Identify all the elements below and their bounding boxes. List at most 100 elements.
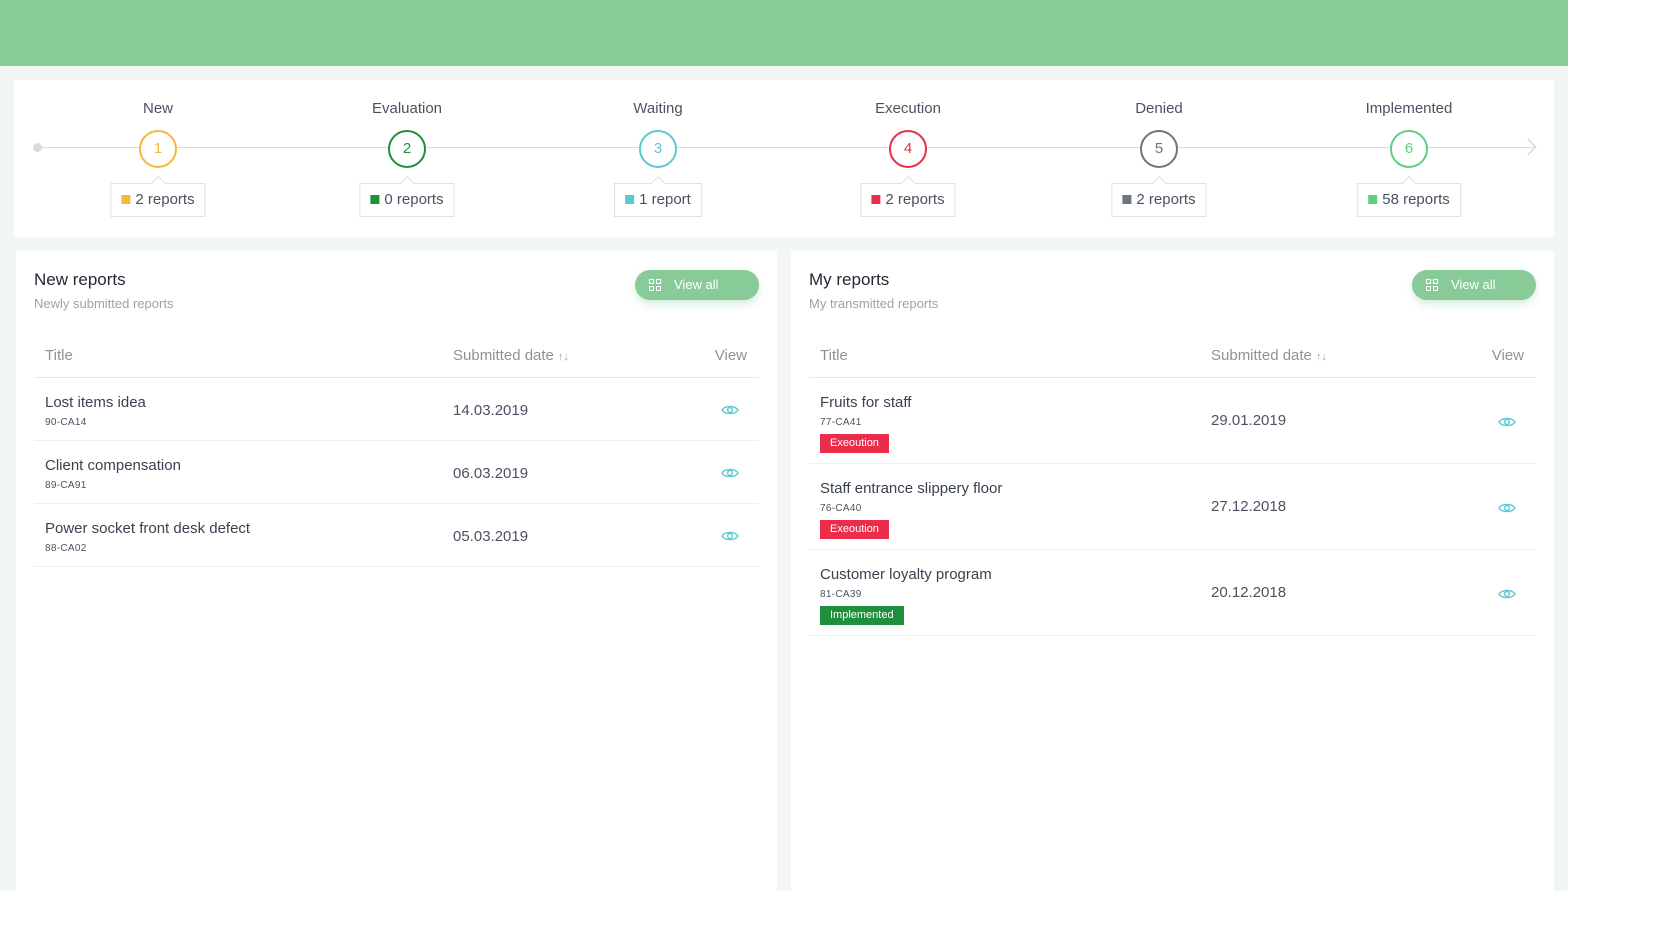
step-number-circle: 1 [139,130,177,168]
new-reports-table: Title Submitted date ↑↓ View Lost items i… [34,337,759,567]
pipeline-start-dot [33,143,42,152]
table-header: Title Submitted date ↑↓ View [34,337,759,378]
column-date-label: Submitted date [1211,347,1312,364]
report-code: 89-CA91 [45,480,87,491]
report-title[interactable]: Customer loyalty program [820,566,992,583]
step-count-label: 0 reports [384,191,444,208]
step-execution[interactable]: Execution 4 2 reports [833,80,983,237]
status-swatch-icon [1122,195,1132,204]
column-view-header: View [1491,347,1524,364]
step-name: Denied [1135,100,1183,117]
report-code: 81-CA39 [820,589,862,600]
step-name: New [142,100,173,117]
step-waiting[interactable]: Waiting 3 1 report [583,80,733,237]
top-header-bar [0,0,1568,66]
report-title[interactable]: Staff entrance slippery floor [820,480,1003,497]
table-row[interactable]: Lost items idea 90-CA14 14.03.2019 [34,378,759,441]
app-container: New 1 2 reports Evaluation 2 0 reports W… [0,0,1568,891]
step-evaluation[interactable]: Evaluation 2 0 reports [332,80,482,237]
column-title-header: Title [820,347,848,364]
report-code: 88-CA02 [45,543,87,554]
submitted-date: 14.03.2019 [453,402,529,419]
status-pipeline: New 1 2 reports Evaluation 2 0 reports W… [14,80,1554,237]
status-swatch-icon [871,195,881,204]
my-reports-panel: My reports My transmitted reports View a… [791,251,1554,891]
new-reports-panel: New reports Newly submitted reports View… [16,251,777,891]
view-all-button[interactable]: View all [635,270,759,300]
table-row[interactable]: Power socket front desk defect 88-CA02 05.… [34,504,759,567]
table-row[interactable]: Staff entrance slippery floor 76-CA40 Exeo… [809,464,1536,550]
step-denied[interactable]: Denied 5 2 reports [1084,80,1234,237]
view-eye-icon[interactable] [1498,587,1516,599]
step-count-label: 1 report [639,191,691,208]
step-report-count[interactable]: 2 reports [110,183,206,217]
status-badge: Exeoution [820,434,889,453]
column-title-header: Title [45,347,73,364]
grid-icon [649,279,661,291]
step-report-count[interactable]: 2 reports [1111,183,1207,217]
report-code: 90-CA14 [45,417,87,428]
report-code: 77-CA41 [820,417,862,428]
status-swatch-icon [370,195,380,204]
status-swatch-icon [121,195,131,204]
step-report-count[interactable]: 2 reports [860,183,956,217]
step-count-label: 2 reports [1136,191,1196,208]
view-eye-icon[interactable] [721,403,739,415]
step-number-circle: 6 [1390,130,1428,168]
report-title[interactable]: Lost items idea [45,394,146,411]
step-name: Waiting [633,100,683,117]
report-title[interactable]: Fruits for staff [820,394,912,411]
my-reports-table: Title Submitted date ↑↓ View Fruits for s… [809,337,1536,636]
status-swatch-icon [1368,195,1378,204]
pipeline-line [38,147,1534,148]
step-count-label: 2 reports [135,191,195,208]
step-new[interactable]: New 1 2 reports [83,80,233,237]
table-row[interactable]: Customer loyalty program 81-CA39 Implement… [809,550,1536,636]
panel-title: My reports [809,270,890,289]
report-code: 76-CA40 [820,503,862,514]
view-all-button[interactable]: View all [1412,270,1536,300]
view-eye-icon[interactable] [721,466,739,478]
column-date-header[interactable]: Submitted date ↑↓ [453,347,569,364]
view-eye-icon[interactable] [1498,415,1516,427]
panel-title: New reports [34,270,126,289]
step-number-circle: 2 [388,130,426,168]
panel-subtitle: My transmitted reports [809,296,939,311]
step-name: Evaluation [371,100,443,117]
column-date-label: Submitted date [453,347,554,364]
step-count-label: 58 reports [1382,191,1450,208]
step-name: Execution [875,100,941,117]
view-all-label: View all [674,277,719,292]
sort-icon[interactable]: ↑↓ [557,351,569,363]
report-title[interactable]: Client compensation [45,457,181,474]
pipeline-arrow-icon [1519,138,1537,156]
view-eye-icon[interactable] [1498,501,1516,513]
step-report-count[interactable]: 58 reports [1357,183,1461,217]
step-number-circle: 4 [889,130,927,168]
column-date-header[interactable]: Submitted date ↑↓ [1211,347,1327,364]
table-row[interactable]: Client compensation 89-CA91 06.03.2019 [34,441,759,504]
table-header: Title Submitted date ↑↓ View [809,337,1536,378]
step-implemented[interactable]: Implemented 6 58 reports [1334,80,1484,237]
step-count-label: 2 reports [885,191,945,208]
status-badge: Implemented [820,606,904,625]
table-row[interactable]: Fruits for staff 77-CA41 Exeoution 29.01.20… [809,378,1536,464]
status-swatch-icon [625,195,635,204]
column-view-header: View [714,347,747,364]
grid-icon [1426,279,1438,291]
view-all-label: View all [1451,277,1496,292]
submitted-date: 05.03.2019 [453,528,529,545]
panel-subtitle: Newly submitted reports [34,296,174,311]
step-number-circle: 5 [1140,130,1178,168]
submitted-date: 29.01.2019 [1211,412,1287,429]
report-title[interactable]: Power socket front desk defect [45,520,251,537]
step-report-count[interactable]: 0 reports [359,183,455,217]
submitted-date: 27.12.2018 [1211,498,1287,515]
sort-icon[interactable]: ↑↓ [1315,351,1327,363]
submitted-date: 06.03.2019 [453,465,529,482]
step-report-count[interactable]: 1 report [614,183,702,217]
table-body: Fruits for staff 77-CA41 Exeoution 29.01.20… [809,378,1536,636]
step-name: Implemented [1365,100,1453,117]
view-eye-icon[interactable] [721,529,739,541]
step-number-circle: 3 [639,130,677,168]
